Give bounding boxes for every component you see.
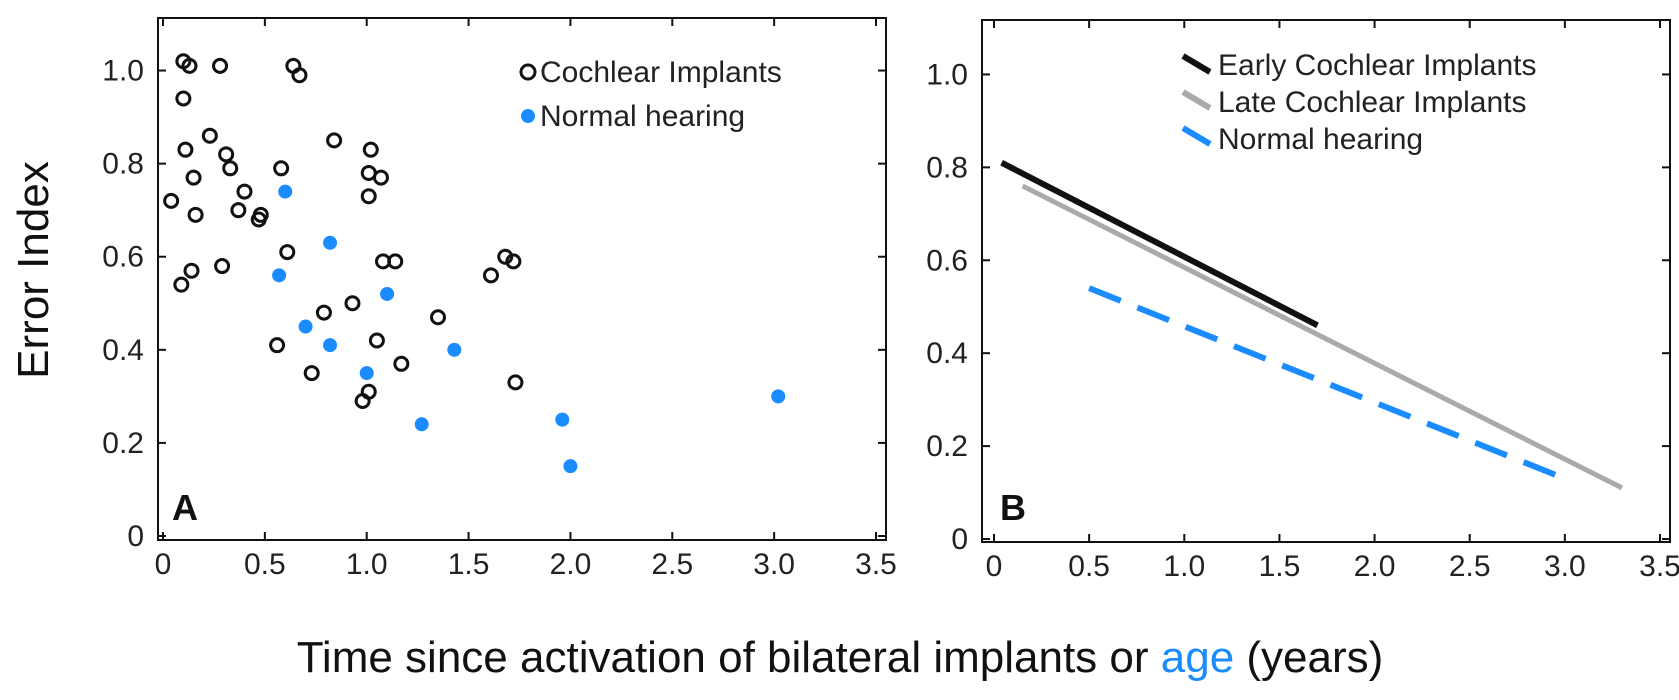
normal-hearing-point [272,268,286,282]
normal-hearing-point [555,413,569,427]
panel-a-ticks: 0 0.5 1.0 1.5 2.0 2.5 3.0 3.5 0 0.2 0.4 0.6 0.8 1.0 [102,18,897,581]
y-tick-label: 0.8 [102,148,144,181]
cochlear-implant-point [189,208,202,221]
x-tick-label: 0 [986,550,1003,583]
cochlear-implant-point [370,334,383,347]
cochlear-implant-point [281,246,294,259]
x-tick-label: 3.0 [1544,550,1586,583]
figure: Error Index 0 0.5 1.0 1.5 2.0 2.5 3.0 3.5 0 0.2 0.… [0,0,1679,700]
cochlear-implant-point [214,59,227,72]
x-tick-label: 0.5 [244,548,286,581]
x-tick-label: 3.5 [1639,550,1679,583]
normal-hearing-point [563,459,577,473]
x-tick-label: 2.0 [1354,550,1396,583]
cochlear-implant-point [509,376,522,389]
y-tick-label: 0.2 [926,430,968,463]
panel-b-legend: Early Cochlear Implants Late Cochlear Im… [1183,49,1536,156]
panel-a-legend: Cochlear Implants Normal hearing [521,56,782,133]
cochlear-implant-point [179,143,192,156]
normal-hearing-point [278,185,292,199]
normal-hearing-point [771,389,785,403]
x-axis-label-highlight: age [1161,633,1234,682]
y-tick-label: 0.6 [926,244,968,277]
x-tick-label: 0 [155,548,172,581]
legend-late-label: Late Cochlear Implants [1218,86,1527,119]
x-tick-label: 1.5 [1259,550,1301,583]
legend-normal-swatch [1183,128,1210,144]
normal-hearing-point [299,320,313,334]
cochlear-implant-point [364,143,377,156]
panel-a-label: A [172,487,198,528]
cochlear-implant-point [165,194,178,207]
x-tick-label: 3.0 [753,548,795,581]
panel-b-marks [1002,163,1622,488]
panel-a-frame [158,18,886,540]
cochlear-implant-point [177,92,190,105]
cochlear-implant-point [395,357,408,370]
normal-hearing-point [323,338,337,352]
late-cochlear-line [1023,186,1622,488]
cochlear-implant-point [317,306,330,319]
x-tick-label: 1.0 [1163,550,1205,583]
x-tick-label: 0.5 [1068,550,1110,583]
panel-b: 0 0.5 1.0 1.5 2.0 2.5 3.0 3.5 0 0.2 0.4 0.6 0.8 1.0 E… [926,20,1679,583]
x-tick-label: 2.0 [550,548,592,581]
normal-hearing-point [360,366,374,380]
cochlear-implant-point [432,311,445,324]
legend-normal-label-b: Normal hearing [1218,123,1423,156]
cochlear-implant-point [187,171,200,184]
cochlear-implant-point [216,260,229,273]
cochlear-implant-point [275,162,288,175]
cochlear-implant-point [305,367,318,380]
y-axis-label: Error Index [9,161,58,379]
cochlear-implant-point [271,339,284,352]
cochlear-implant-point [346,297,359,310]
panel-a: 0 0.5 1.0 1.5 2.0 2.5 3.0 3.5 0 0.2 0.4 0.6 0.8 1.0 C… [102,18,897,581]
cochlear-implant-point [185,264,198,277]
x-axis-label-suffix: (years) [1234,633,1383,682]
cochlear-implant-point [374,171,387,184]
legend-early-label: Early Cochlear Implants [1218,49,1536,82]
x-tick-label: 2.5 [1449,550,1491,583]
y-tick-label: 0.4 [102,334,144,367]
cochlear-implant-point [328,134,341,147]
normal-hearing-point [323,236,337,250]
normal-hearing-point [380,287,394,301]
legend-normal-marker [521,109,535,123]
normal-hearing-point [447,343,461,357]
panel-b-label: B [1000,487,1026,528]
legend-early-swatch [1183,56,1210,72]
y-tick-label: 0 [127,520,144,553]
y-tick-label: 1.0 [926,58,968,91]
cochlear-implant-point [484,269,497,282]
early-cochlear-line [1002,163,1318,326]
y-tick-label: 0.8 [926,151,968,184]
x-tick-label: 1.0 [346,548,388,581]
y-tick-label: 0 [951,523,968,556]
cochlear-implant-point [224,162,237,175]
x-axis-label-prefix: Time since activation of bilateral impla… [297,633,1161,682]
y-tick-label: 1.0 [102,55,144,88]
x-tick-label: 1.5 [448,548,490,581]
x-tick-label: 3.5 [855,548,897,581]
legend-normal-label: Normal hearing [540,100,745,133]
normal-hearing-line [1089,288,1565,478]
cochlear-implant-point [238,185,251,198]
x-axis-label: Time since activation of bilateral impla… [297,633,1384,682]
y-tick-label: 0.6 [102,241,144,274]
x-tick-label: 2.5 [651,548,693,581]
normal-hearing-point [415,417,429,431]
y-tick-label: 0.4 [926,337,968,370]
cochlear-implant-point [175,278,188,291]
y-tick-label: 0.2 [102,427,144,460]
cochlear-implant-point [203,129,216,142]
legend-cochlear-marker [521,65,535,79]
cochlear-implant-point [362,190,375,203]
legend-cochlear-label: Cochlear Implants [540,56,782,89]
legend-late-swatch [1183,92,1210,108]
cochlear-implant-point [220,148,233,161]
cochlear-implant-point [232,204,245,217]
